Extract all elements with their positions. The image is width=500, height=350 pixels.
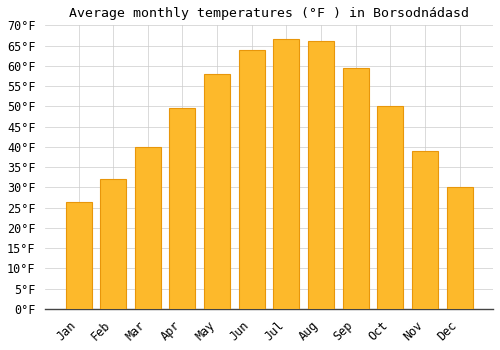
Title: Average monthly temperatures (°F ) in Borsodnádasd: Average monthly temperatures (°F ) in Bo… [69, 7, 469, 20]
Bar [412, 151, 438, 309]
Bar [170, 108, 196, 309]
Bar [342, 68, 368, 309]
Bar [135, 147, 161, 309]
Bar [274, 40, 299, 309]
Bar [446, 187, 472, 309]
Bar [204, 74, 230, 309]
Bar [100, 179, 126, 309]
Bar [239, 50, 265, 309]
Bar [308, 42, 334, 309]
Bar [378, 106, 404, 309]
Bar [66, 202, 92, 309]
